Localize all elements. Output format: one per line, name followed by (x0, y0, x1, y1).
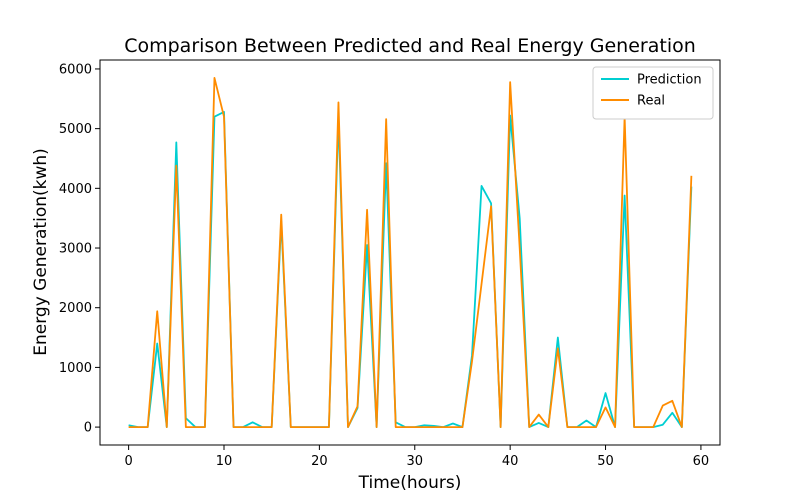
y-tick-label: 2000 (59, 301, 92, 316)
y-axis: 0 1000 2000 3000 4000 5000 6000 (59, 62, 100, 436)
plot-area (128, 77, 693, 428)
x-tick-label: 0 (124, 454, 132, 469)
y-tick-label: 1000 (59, 361, 92, 376)
y-tick-label: 3000 (59, 242, 92, 257)
x-axis: 0 10 20 30 40 50 60 (124, 445, 709, 469)
legend-label-real: Real (637, 94, 665, 109)
x-tick-label: 20 (311, 454, 328, 469)
x-tick-label: 60 (693, 454, 710, 469)
x-tick-label: 10 (216, 454, 233, 469)
y-tick-label: 6000 (59, 62, 92, 77)
axes-frame (99, 59, 721, 446)
y-tick-label: 0 (84, 421, 92, 436)
legend: Prediction Real (592, 66, 714, 120)
x-tick-label: 50 (597, 454, 614, 469)
chart-title: Comparison Between Predicted and Real En… (124, 35, 696, 57)
x-axis-label: Time(hours) (358, 473, 462, 493)
x-tick-label: 30 (406, 454, 423, 469)
y-tick-label: 4000 (59, 182, 92, 197)
x-tick-label: 40 (502, 454, 519, 469)
legend-label-prediction: Prediction (637, 73, 702, 88)
y-axis-label: Energy Generation(kwh) (31, 148, 51, 356)
y-tick-label: 5000 (59, 122, 92, 137)
series-line-real (128, 77, 693, 428)
